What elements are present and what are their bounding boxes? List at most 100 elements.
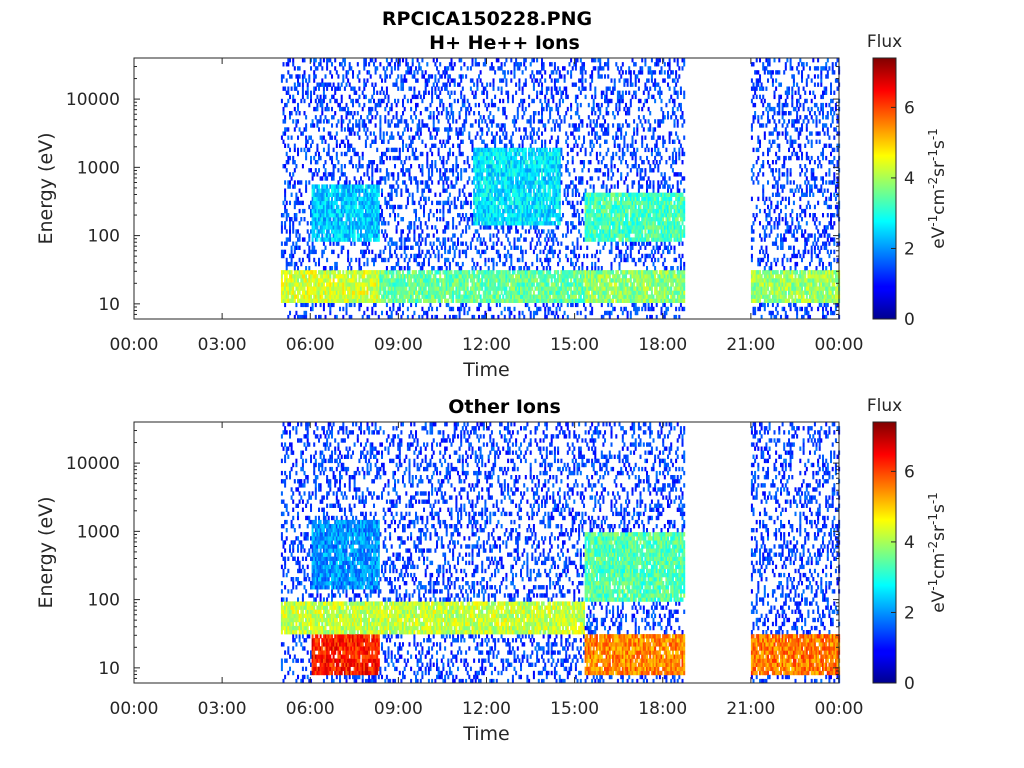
heatmap-cell [397,286,400,291]
heatmap-cell [424,90,427,95]
heatmap-cell [390,237,393,242]
heatmap-cell [306,241,309,246]
heatmap-cell [358,86,361,91]
heatmap-cell [432,119,435,124]
heatmap-cell [343,233,346,238]
heatmap-cell [490,164,493,169]
heatmap-cell [390,270,393,275]
heatmap-cell [292,119,295,124]
heatmap-cell [347,237,350,242]
heatmap-cell [308,78,311,83]
heatmap-cell [534,302,537,308]
heatmap-cell [479,237,482,242]
heatmap-cell [510,257,513,263]
heatmap-cell [531,135,534,140]
heatmap-cell [364,82,367,87]
heatmap-cell [515,245,518,250]
heatmap-cell [292,294,295,299]
heatmap-cell [541,278,544,283]
heatmap-cell [532,208,535,214]
heatmap-cell [332,147,335,153]
heatmap-cell [366,225,369,230]
heatmap-cell [494,188,497,193]
heatmap-cell [482,115,485,120]
heatmap-cell [500,241,503,246]
heatmap-cell [426,294,429,299]
heatmap-cell [511,180,514,185]
heatmap-cell [549,164,552,169]
heatmap-cell [487,286,490,291]
heatmap-cell [431,164,434,169]
heatmap-cell [500,139,503,144]
heatmap-cell [484,192,487,197]
heatmap-cell [434,192,437,197]
heatmap-cell [524,229,527,234]
heatmap-cell [529,208,532,214]
heatmap-cell [541,172,544,177]
heatmap-cell [284,286,287,291]
heatmap-cell [322,302,325,308]
heatmap-cell [350,314,353,320]
heatmap-cell [385,66,388,71]
heatmap-cell [343,225,346,230]
heatmap-cell [366,200,369,206]
heatmap-cell [403,282,406,287]
heatmap-cell [284,282,287,287]
heatmap-cell [355,119,358,124]
heatmap-cell [368,204,371,210]
heatmap-cell [547,164,550,169]
heatmap-cell [458,290,461,295]
heatmap-cell [290,274,293,279]
heatmap-cell [400,188,403,193]
heatmap-cell [413,70,416,75]
heatmap-cell [531,274,534,279]
heatmap-cell [364,278,367,283]
heatmap-cell [321,249,324,255]
heatmap-cell [318,119,321,124]
heatmap-cell [402,78,405,83]
heatmap-cell [437,237,440,242]
heatmap-cell [376,290,379,295]
heatmap-cell [452,78,455,83]
heatmap-cell [424,221,427,226]
heatmap-cell [392,204,395,210]
heatmap-cell [465,200,468,206]
heatmap-cell [374,233,377,238]
heatmap-cell [319,192,322,197]
heatmap-cell [523,176,526,181]
heatmap-cell [298,282,301,287]
heatmap-cell [316,225,319,230]
heatmap-cell [385,204,388,210]
heatmap-cell [478,172,481,177]
heatmap-cell [301,90,304,95]
heatmap-cell [502,188,505,193]
heatmap-cell [463,290,466,295]
heatmap-cell [457,286,460,291]
heatmap-cell [552,233,555,238]
heatmap-cell [476,204,479,210]
heatmap-cell [310,66,313,71]
heatmap-cell [521,70,524,75]
heatmap-cell [395,253,398,259]
heatmap-cell [397,123,400,128]
heatmap-cell [476,164,479,169]
heatmap-cell [444,176,447,181]
heatmap-cell [479,200,482,206]
heatmap-cell [326,286,329,291]
heatmap-cell [478,233,481,238]
heatmap-cell [458,82,461,87]
heatmap-cell [379,119,382,124]
heatmap-cell [547,290,550,295]
heatmap-cell [345,294,348,299]
heatmap-cell [442,217,445,222]
heatmap-cell [397,119,400,124]
heatmap-cell [476,237,479,242]
heatmap-cell [385,274,388,279]
heatmap-cell [523,98,526,104]
heatmap-cell [555,155,558,161]
heatmap-cell [444,168,447,173]
heatmap-cell [360,302,363,308]
heatmap-cell [287,127,290,132]
heatmap-cell [513,62,516,67]
heatmap-cell [345,233,348,238]
